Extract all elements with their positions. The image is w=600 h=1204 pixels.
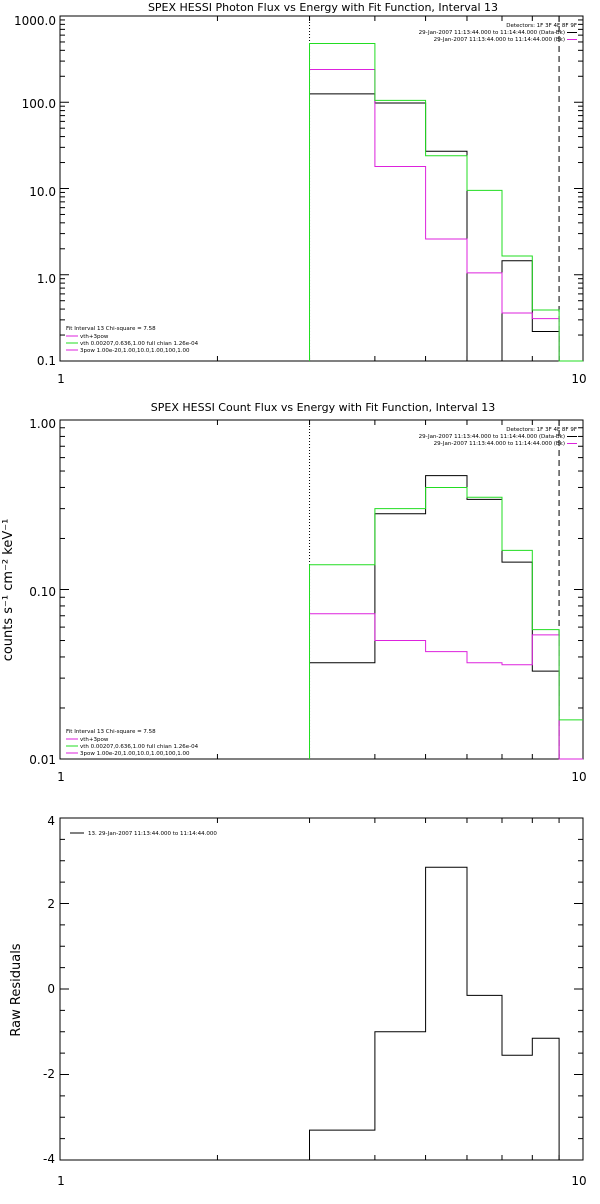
legend-entry-label: vth+3pow bbox=[80, 737, 109, 743]
legend-entry-label: vth 0.00207,0.636,1.00 full chian 1.26e-… bbox=[80, 341, 199, 347]
legend-entry-label: 29-Jan-2007 11:13:44.000 to 11:14:44.000… bbox=[419, 434, 565, 440]
legend-entry-label: 29-Jan-2007 11:13:44.000 to 11:14:44.000… bbox=[419, 30, 565, 36]
residuals-legend: 13. 29-Jan-2007 11:13:44.000 to 11:14:44… bbox=[70, 831, 217, 837]
photon-flux-title: SPEX HESSI Photon Flux vs Energy with Fi… bbox=[148, 1, 498, 14]
residuals-plot-frame bbox=[59, 817, 584, 1161]
count-flux-plot-frame bbox=[59, 419, 584, 760]
series-step-line-0 bbox=[309, 93, 583, 362]
series-step-line-2 bbox=[309, 43, 583, 362]
count-flux-legend-bottom-left: Fit Interval 13 Chi-square = 7.58 vth+3p… bbox=[66, 729, 199, 757]
series-step-line-2 bbox=[309, 487, 583, 759]
residuals-ytick-label: 0 bbox=[47, 982, 55, 996]
legend-entry-label: 29-Jan-2007 11:13:44.000 to 11:14:44.000… bbox=[434, 37, 565, 43]
residuals-ylabel: Raw Residuals bbox=[9, 943, 24, 1036]
count-flux-panel: SPEX HESSI Count Flux vs Energy with Fit… bbox=[1, 401, 587, 784]
residuals-panel: 4 2 0 -2 -4 1 10 Raw Residuals 13. 29-Ja… bbox=[9, 814, 587, 1188]
residuals-ytick-label: -2 bbox=[43, 1067, 55, 1081]
series-step-line-1 bbox=[309, 69, 583, 362]
residuals-ytick-label: -4 bbox=[43, 1152, 55, 1166]
legend-entry-label: vth 0.00207,0.636,1.00 full chian 1.26e-… bbox=[80, 744, 199, 750]
legend-header: Fit Interval 13 Chi-square = 7.58 bbox=[66, 729, 156, 735]
residuals-ticks bbox=[60, 817, 583, 1161]
count-flux-ytick-label: 1.00 bbox=[29, 417, 56, 431]
series-step-line-0 bbox=[309, 475, 583, 760]
count-flux-xtick-label: 10 bbox=[571, 770, 586, 784]
photon-flux-legend-top-right: Detectors: 1F 3F 4F 8F 9F 29-Jan-2007 11… bbox=[419, 23, 577, 43]
series-step-line-0 bbox=[309, 866, 560, 1160]
photon-flux-plot-frame bbox=[59, 15, 584, 362]
legend-header: Fit Interval 13 Chi-square = 7.58 bbox=[66, 326, 156, 332]
residuals-xtick-label: 10 bbox=[571, 1174, 586, 1188]
photon-flux-ytick-label: 1.0 bbox=[37, 272, 56, 286]
photon-flux-range-markers bbox=[309, 16, 560, 361]
photon-flux-ytick-label: 100.0 bbox=[22, 97, 56, 111]
photon-flux-series bbox=[309, 43, 583, 362]
count-flux-range-markers bbox=[309, 420, 560, 759]
photon-flux-ticks bbox=[60, 15, 583, 362]
legend-header: Detectors: 1F 3F 4F 8F 9F bbox=[506, 427, 577, 433]
residuals-ytick-label: 2 bbox=[47, 897, 55, 911]
residuals-xtick-label: 1 bbox=[57, 1174, 65, 1188]
photon-flux-ytick-label: 1000.0 bbox=[14, 14, 56, 28]
legend-header: Detectors: 1F 3F 4F 8F 9F bbox=[506, 23, 577, 29]
legend-entry-label: 29-Jan-2007 11:13:44.000 to 11:14:44.000… bbox=[434, 441, 565, 447]
count-flux-ticks bbox=[60, 419, 583, 760]
residuals-ytick-label: 4 bbox=[47, 814, 55, 828]
legend-entry-label: 3pow 1.00e-20,1.00,10.0,1.00,100,1.00 bbox=[80, 751, 190, 757]
series-step-line-1 bbox=[309, 613, 583, 760]
legend-entry-label: vth+3pow bbox=[80, 334, 109, 340]
photon-flux-xtick-label: 10 bbox=[571, 372, 586, 386]
residuals-series bbox=[309, 866, 560, 1160]
count-flux-ytick-label: 0.01 bbox=[29, 753, 56, 767]
count-flux-series bbox=[309, 475, 583, 760]
count-flux-ytick-label: 0.10 bbox=[29, 585, 56, 599]
photon-flux-legend-bottom-left: Fit Interval 13 Chi-square = 7.58 vth+3p… bbox=[66, 326, 199, 354]
photon-flux-panel: SPEX HESSI Photon Flux vs Energy with Fi… bbox=[14, 1, 587, 386]
photon-flux-ytick-label: 10.0 bbox=[29, 185, 56, 199]
photon-flux-xtick-label: 1 bbox=[57, 372, 65, 386]
count-flux-legend-top-right: Detectors: 1F 3F 4F 8F 9F 29-Jan-2007 11… bbox=[419, 427, 577, 447]
count-flux-ylabel: counts s⁻¹ cm⁻² keV⁻¹ bbox=[1, 519, 16, 662]
legend-entry-label: 3pow 1.00e-20,1.00,10.0,1.00,100,1.00 bbox=[80, 348, 190, 354]
count-flux-xtick-label: 1 bbox=[57, 770, 65, 784]
photon-flux-ytick-label: 0.1 bbox=[37, 354, 56, 368]
count-flux-title: SPEX HESSI Count Flux vs Energy with Fit… bbox=[151, 401, 495, 414]
legend-entry-label: 13. 29-Jan-2007 11:13:44.000 to 11:14:44… bbox=[88, 831, 217, 837]
